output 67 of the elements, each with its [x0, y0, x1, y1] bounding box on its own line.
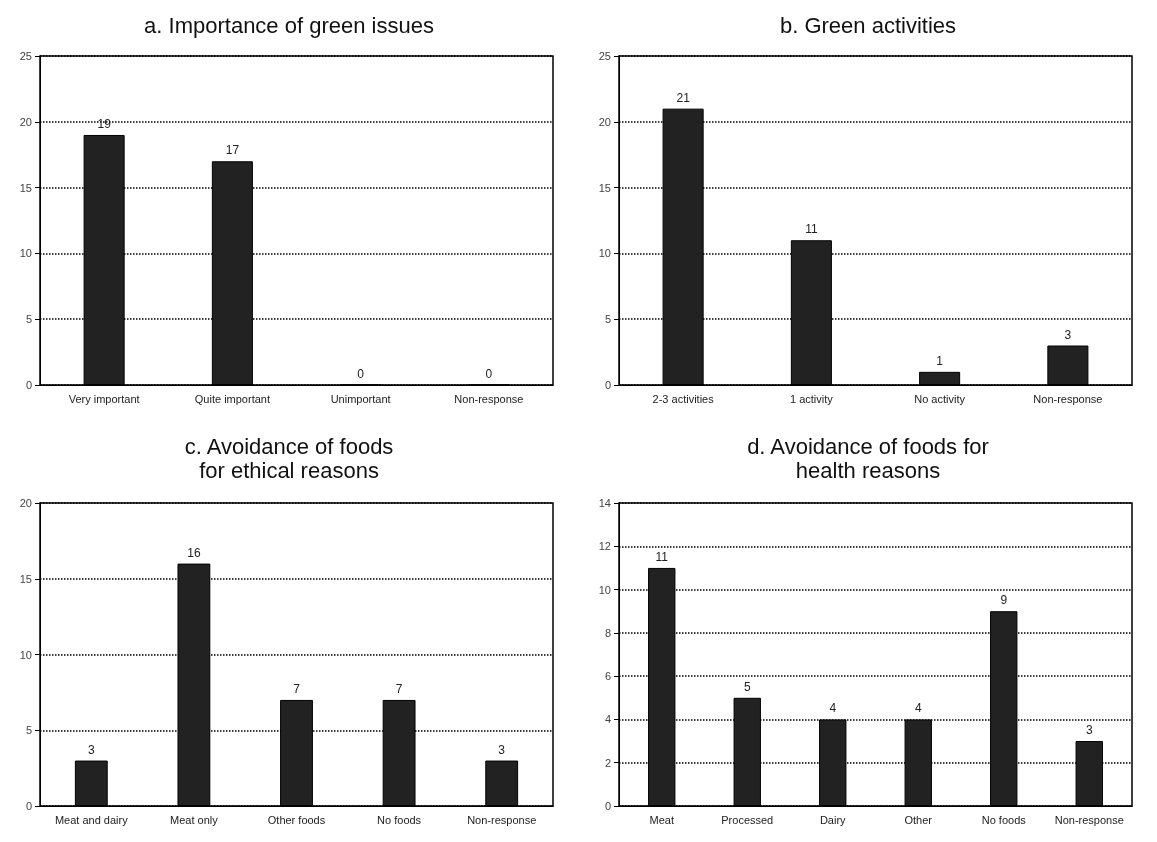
y-tick-label: 0: [25, 800, 32, 812]
y-tick-label: 6: [604, 670, 611, 683]
data-label: 16: [187, 545, 201, 560]
y-tick-label: 15: [19, 572, 32, 585]
x-tick-label: Non-response: [1032, 392, 1102, 405]
data-label: 5: [743, 679, 751, 694]
y-tick-label: 10: [19, 247, 32, 260]
x-tick-label: 1 activity: [789, 392, 833, 405]
y-tick-label: 0: [25, 379, 32, 391]
y-tick-label: 0: [604, 379, 611, 391]
x-tick-label: Other foods: [267, 813, 326, 826]
data-label: 1: [935, 353, 943, 368]
y-tick-label: 25: [598, 50, 611, 62]
x-tick-label: Meat: [649, 813, 674, 826]
y-tick-label: 5: [25, 313, 32, 326]
x-tick-label: Processed: [720, 813, 773, 826]
y-tick-label: 10: [598, 583, 611, 596]
y-tick-label: 20: [598, 115, 611, 128]
data-label: 4: [914, 701, 922, 716]
x-tick-label: No foods: [377, 813, 422, 826]
data-label: 11: [655, 549, 668, 564]
y-tick-label: 4: [604, 713, 611, 726]
data-label: 9: [999, 593, 1007, 608]
x-tick-label: 2-3 activities: [652, 392, 714, 405]
y-tick-label: 5: [604, 313, 611, 326]
data-label: 0: [485, 366, 493, 381]
x-tick-label: Non-response: [1054, 813, 1124, 826]
data-label: 7: [293, 681, 301, 696]
x-tick-label: Very important: [68, 392, 140, 405]
chart-title: a. Importance of green issues: [144, 12, 434, 38]
x-tick-label: No activity: [913, 392, 965, 405]
x-tick-label: Unimportant: [330, 392, 391, 405]
data-label: 21: [675, 90, 690, 105]
y-tick-label: 15: [598, 181, 611, 194]
chart-title: d. Avoidance of foods for health reasons: [746, 433, 989, 483]
x-tick-label: No foods: [981, 813, 1026, 826]
data-label: 0: [357, 366, 365, 381]
data-label: 4: [828, 701, 836, 716]
data-label: 11: [804, 222, 818, 237]
y-tick-label: 5: [25, 724, 32, 737]
y-tick-label: 0: [604, 800, 611, 812]
data-label: 3: [1064, 327, 1072, 342]
data-label: 7: [395, 681, 403, 696]
y-tick-label: 14: [598, 497, 611, 509]
y-tick-label: 10: [598, 247, 611, 260]
data-label: 19: [97, 116, 112, 131]
y-tick-label: 8: [604, 626, 611, 639]
x-tick-label: Quite important: [194, 392, 270, 405]
y-tick-label: 10: [19, 648, 32, 661]
y-tick-label: 25: [19, 50, 32, 62]
chart-title: b. Green activities: [779, 12, 956, 38]
y-tick-label: 2: [604, 756, 611, 769]
data-label: 3: [498, 742, 506, 757]
x-tick-label: Meat only: [170, 813, 219, 826]
y-tick-label: 20: [19, 497, 32, 509]
y-tick-label: 20: [19, 115, 32, 128]
x-tick-label: Other: [903, 813, 932, 826]
x-tick-label: Meat and dairy: [54, 813, 129, 826]
x-tick-label: Non-response: [467, 813, 537, 826]
x-tick-label: Dairy: [819, 813, 846, 826]
y-tick-label: 12: [598, 540, 611, 553]
y-tick-label: 15: [19, 181, 32, 194]
x-tick-label: Non-response: [454, 392, 524, 405]
data-label: 3: [1085, 723, 1093, 738]
data-label: 17: [225, 143, 240, 158]
data-label: 3: [87, 742, 95, 757]
chart-title: c. Avoidance of foods for ethical reasons: [184, 433, 394, 483]
